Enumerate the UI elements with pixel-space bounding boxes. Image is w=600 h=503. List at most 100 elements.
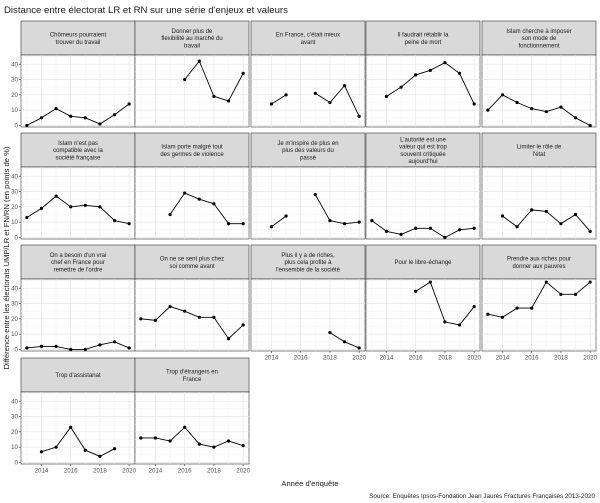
facet-strip-label: Plus il y a de riches, plus cela profite …: [276, 253, 341, 273]
data-point: [342, 84, 347, 88]
facet-strip-label: Chômeurs pourraient trouver du travail: [50, 33, 107, 46]
x-tick-label: 2018: [438, 355, 452, 362]
data-point: [69, 114, 73, 118]
facet-panel: Limiter le rôle de l'état: [481, 132, 597, 240]
data-point: [212, 202, 216, 206]
y-tick-label: 0: [15, 123, 19, 130]
facet-strip-label: Je m'inspire de plus en plus des valeurs …: [277, 141, 338, 161]
plot-area: [481, 54, 597, 128]
data-point: [472, 102, 476, 106]
data-point: [83, 116, 87, 120]
data-point: [69, 347, 73, 352]
data-point: [313, 192, 317, 197]
data-point: [269, 102, 274, 106]
plot-area: [134, 278, 250, 352]
facet-strip: [481, 132, 597, 168]
y-tick-label: 0: [15, 235, 19, 242]
y-tick-label: 10: [11, 444, 18, 451]
data-point: [284, 93, 288, 97]
data-point: [54, 194, 58, 198]
series-line: [26, 103, 130, 126]
facet-strip: [365, 20, 481, 56]
data-point: [342, 222, 347, 226]
facet-panel: Il faudrait rétablir la peine de mort: [365, 20, 481, 128]
facet-strip: [365, 244, 481, 280]
facet-panel: Donner plus de flexibilité au marché du tr…: [134, 20, 250, 128]
data-point: [328, 100, 332, 105]
plot-area: [20, 54, 136, 128]
y-tick-label: 30: [11, 189, 18, 196]
data-point: [515, 225, 519, 229]
data-point: [241, 444, 245, 448]
data-point: [399, 232, 403, 236]
facet-panel: On ne se sent plus chez soi comme avant: [134, 244, 250, 352]
facet-strip-label: Donner plus de flexibilité au marché du tr…: [161, 29, 222, 49]
x-tick-label: 2020: [122, 468, 136, 475]
x-tick-label: 2014: [265, 355, 279, 362]
y-tick-label: 0: [15, 347, 19, 354]
facet-strip: [365, 132, 481, 168]
facet-strip-label: Limiter le rôle de l'état: [517, 145, 562, 158]
y-axis-title: Différence entre les électorats UMP/LR e…: [2, 146, 11, 369]
data-point: [127, 222, 131, 226]
data-point: [342, 340, 347, 344]
data-point: [414, 226, 418, 230]
plot-area: [134, 54, 250, 128]
data-point: [98, 205, 102, 209]
data-point: [486, 312, 490, 316]
facet-strip: [481, 20, 597, 56]
facet-panel: Prendre aux riches pour donner aux pauvre…: [481, 244, 598, 362]
data-point: [183, 425, 187, 429]
facet-panel: Plus il y a de riches, plus cela profite …: [250, 244, 367, 362]
facet-panel: Chômeurs pourraient trouver du travail 0 10…: [11, 20, 136, 130]
data-point: [414, 73, 418, 77]
x-tick-label: 2018: [93, 468, 107, 475]
data-point: [183, 309, 187, 313]
y-tick-label: 40: [11, 398, 18, 405]
y-tick-label: 10: [11, 107, 18, 114]
data-point: [370, 219, 374, 223]
y-tick-label: 20: [11, 204, 18, 211]
x-tick-label: 2014: [380, 355, 394, 362]
facet-strip: [134, 244, 250, 280]
data-point: [183, 191, 187, 195]
data-point: [39, 116, 44, 120]
facet-strip-label: On ne se sent plus chez soi comme avant: [160, 257, 224, 270]
data-point: [168, 439, 172, 443]
facet-panel: Islam n'est pas compatible avec la société…: [11, 132, 136, 242]
plot-area: [20, 391, 136, 465]
data-point: [284, 214, 288, 218]
facet-strip-label: Trop d'étrangers en France: [166, 370, 218, 383]
plot-area: [134, 391, 250, 465]
facet-strip-label: Prendre aux riches pour donner aux pauvre…: [507, 257, 571, 270]
x-tick-label: 2014: [35, 468, 49, 475]
data-point: [414, 289, 418, 293]
data-point: [112, 219, 117, 223]
series-line: [26, 195, 130, 225]
data-point: [98, 343, 102, 347]
series-line: [271, 94, 287, 105]
facet-panels: Chômeurs pourraient trouver du travail 0 10…: [11, 20, 598, 475]
facet-panel: Trop d'étrangers en France 2014 2016 2018 202…: [134, 357, 251, 475]
facet-panel: On a besoin d'un vrai chef en France pour…: [11, 244, 136, 354]
data-point: [588, 280, 592, 284]
data-point: [573, 116, 578, 120]
series-line: [487, 94, 591, 126]
y-tick-label: 40: [11, 61, 18, 68]
data-point: [226, 439, 231, 443]
data-point: [25, 346, 29, 350]
facet-panel: Islam cherche à imposer son mode de foncti…: [481, 20, 597, 128]
x-tick-label: 2014: [496, 355, 510, 362]
data-point: [112, 447, 117, 451]
data-point: [139, 317, 143, 321]
data-point: [399, 85, 403, 89]
facet-panel: Trop d'assistanat 0 10 20 30 40 2014 2016 2018 20…: [11, 357, 137, 475]
facet-strip: [250, 244, 366, 280]
facet-strip: [20, 244, 136, 280]
y-tick-label: 30: [11, 414, 18, 421]
data-point: [357, 114, 361, 118]
data-point: [530, 306, 534, 310]
plot-area: [20, 166, 136, 240]
data-point: [54, 344, 58, 348]
data-point: [530, 208, 534, 212]
